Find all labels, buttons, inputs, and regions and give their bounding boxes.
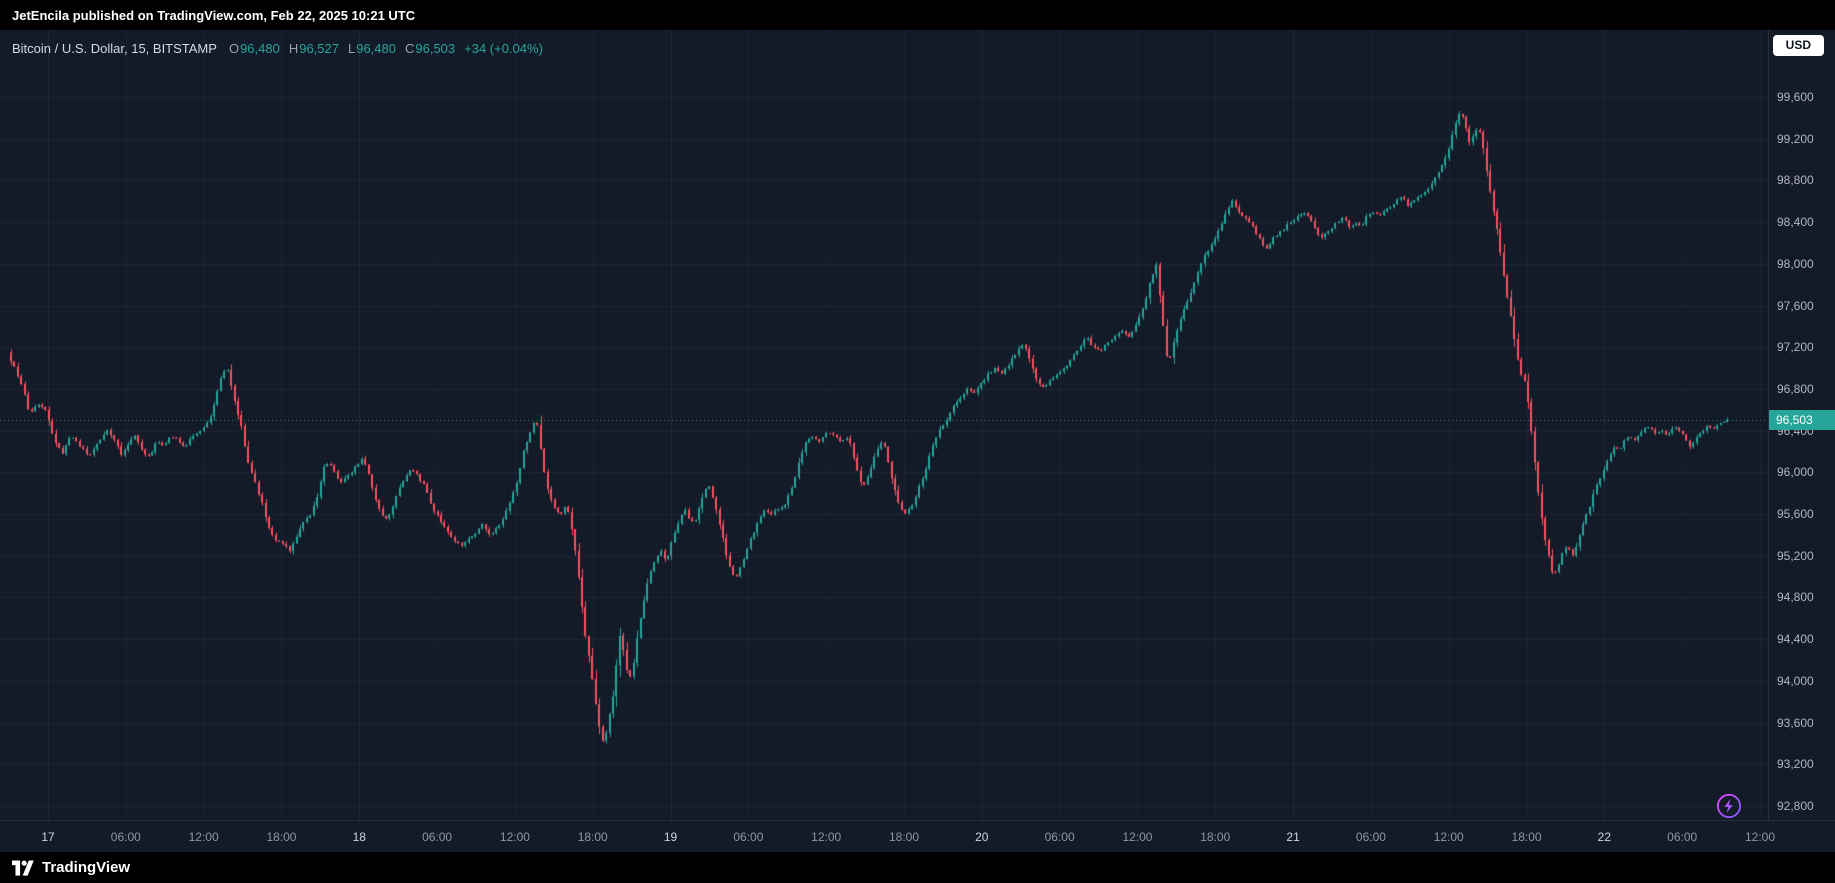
tradingview-logo-icon bbox=[12, 859, 34, 876]
time-tick-label: 06:00 bbox=[1355, 830, 1386, 844]
time-tick-label: 21 bbox=[1286, 830, 1300, 844]
tradingview-wordmark: TradingView bbox=[42, 859, 131, 876]
time-tick-label: 18:00 bbox=[266, 830, 297, 844]
price-tick-label: 93,600 bbox=[1777, 715, 1814, 730]
ohlc-close: C 96,503 bbox=[404, 41, 456, 56]
price-tick-label: 93,200 bbox=[1777, 757, 1814, 772]
time-tick-label: 18:00 bbox=[888, 830, 920, 844]
symbol-title[interactable]: Bitcoin / U.S. Dollar, 15, BITSTAMP bbox=[12, 41, 217, 56]
price-tick-label: 94,800 bbox=[1777, 590, 1814, 605]
price-tick-label: 96,000 bbox=[1777, 465, 1814, 480]
change-value: +34 (+0.04%) bbox=[464, 41, 543, 56]
time-axis[interactable]: 17 06:00 12:00 18:00 18 06:00 12:00 18:00 19 06:0… bbox=[0, 820, 1835, 852]
price-tick-label: 98,800 bbox=[1777, 173, 1814, 188]
candlestick-chart[interactable] bbox=[0, 30, 1768, 820]
time-tick-label: 18:00 bbox=[1200, 830, 1231, 844]
time-tick-label: 06:00 bbox=[1044, 830, 1075, 844]
price-tick-label: 97,600 bbox=[1777, 298, 1814, 313]
price-tick-label: 98,000 bbox=[1777, 256, 1814, 271]
time-tick-label: 12:00 bbox=[1744, 830, 1776, 844]
time-tick-label: 12:00 bbox=[499, 830, 530, 844]
price-tick-label: 94,000 bbox=[1777, 673, 1814, 688]
ohlc-low: L 96,480 bbox=[347, 41, 396, 56]
price-tick-label: 99,600 bbox=[1777, 90, 1814, 104]
ohlc-open: O 96,480 bbox=[228, 41, 280, 56]
time-tick-label: 12:00 bbox=[188, 830, 219, 844]
time-tick-label: 18:00 bbox=[577, 830, 608, 844]
price-tick-label: 95,600 bbox=[1777, 507, 1814, 522]
chart-legend: Bitcoin / U.S. Dollar, 15, BITSTAMP O 96,… bbox=[12, 41, 543, 56]
attribution-bar: JetEncila published on TradingView.com, … bbox=[0, 0, 1835, 30]
time-tick-label: 19 bbox=[663, 830, 678, 844]
boost-flash-icon[interactable] bbox=[1716, 793, 1742, 819]
time-tick-label: 06:00 bbox=[110, 830, 141, 844]
ohlc-high: H 96,527 bbox=[288, 41, 339, 56]
footer-bar: TradingView bbox=[0, 852, 1835, 883]
time-tick-label: 06:00 bbox=[1667, 830, 1698, 844]
price-axis[interactable]: 99,600 99,200 98,800 98,400 98,000 97,600 97,2… bbox=[1768, 30, 1835, 820]
time-tick-label: 20 bbox=[975, 830, 989, 844]
price-tick-label: 99,200 bbox=[1777, 131, 1814, 146]
price-tick-label: 94,400 bbox=[1777, 632, 1814, 647]
chart-area: Bitcoin / U.S. Dollar, 15, BITSTAMP O 96,… bbox=[0, 30, 1835, 852]
time-tick-label: 06:00 bbox=[422, 830, 453, 844]
currency-toggle-button[interactable]: USD bbox=[1772, 35, 1824, 56]
price-tick-label: 96,800 bbox=[1777, 381, 1814, 396]
price-tick-label: 95,200 bbox=[1777, 548, 1814, 563]
time-tick-label: 18 bbox=[352, 830, 366, 844]
time-tick-label: 12:00 bbox=[811, 830, 842, 844]
time-tick-label: 18:00 bbox=[1511, 830, 1542, 844]
time-tick-label: 06:00 bbox=[733, 830, 764, 844]
price-tick-label: 98,400 bbox=[1777, 215, 1814, 230]
ohlc-values: O 96,480 H 96,527 L 96,480 C 96,503 +34 (+0.… bbox=[229, 41, 543, 56]
time-tick-label: 22 bbox=[1597, 830, 1612, 844]
attribution-text: JetEncila published on TradingView.com, … bbox=[12, 7, 416, 23]
price-tick-label: 97,200 bbox=[1777, 340, 1814, 355]
time-tick-label: 12:00 bbox=[1122, 830, 1153, 844]
tradingview-link[interactable]: TradingView bbox=[12, 859, 130, 876]
time-tick-label: 12:00 bbox=[1433, 830, 1464, 844]
time-tick-label: 17 bbox=[41, 830, 55, 844]
price-tick-label: 92,800 bbox=[1777, 799, 1814, 813]
last-price-badge: 96,503 bbox=[1769, 409, 1835, 430]
